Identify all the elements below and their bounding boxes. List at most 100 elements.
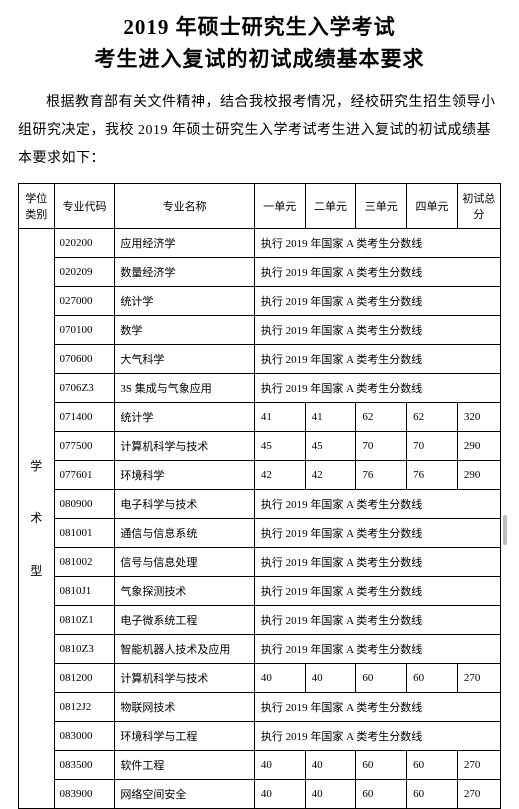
score-u3: 76 [356, 461, 407, 490]
major-name: 数量经济学 [115, 258, 255, 287]
table-row: 077601环境科学42427676290 [19, 461, 501, 490]
major-code: 0810Z1 [54, 606, 115, 635]
major-code: 0810J1 [54, 577, 115, 606]
score-u3: 70 [356, 432, 407, 461]
score-note: 执行 2019 年国家 A 类考生分数线 [254, 287, 500, 316]
header-unit2: 二单元 [305, 184, 356, 229]
major-code: 080900 [54, 490, 115, 519]
score-note: 执行 2019 年国家 A 类考生分数线 [254, 722, 500, 751]
table-row: 081200计算机科学与技术40406060270 [19, 664, 501, 693]
score-u1: 42 [254, 461, 305, 490]
major-code: 083900 [54, 780, 115, 809]
table-row: 学术型020200应用经济学执行 2019 年国家 A 类考生分数线 [19, 229, 501, 258]
score-u3: 60 [356, 664, 407, 693]
header-code: 专业代码 [54, 184, 115, 229]
title-line-2: 考生进入复试的初试成绩基本要求 [18, 44, 501, 76]
major-name: 通信与信息系统 [115, 519, 255, 548]
score-u3: 62 [356, 403, 407, 432]
table-row: 081001通信与信息系统执行 2019 年国家 A 类考生分数线 [19, 519, 501, 548]
table-row: 0810Z3智能机器人技术及应用执行 2019 年国家 A 类考生分数线 [19, 635, 501, 664]
score-note: 执行 2019 年国家 A 类考生分数线 [254, 606, 500, 635]
major-name: 网络空间安全 [115, 780, 255, 809]
header-total: 初试总分 [457, 184, 500, 229]
major-code: 083500 [54, 751, 115, 780]
major-name: 软件工程 [115, 751, 255, 780]
major-name: 统计学 [115, 287, 255, 316]
score-note: 执行 2019 年国家 A 类考生分数线 [254, 229, 500, 258]
table-body: 学术型020200应用经济学执行 2019 年国家 A 类考生分数线020209… [19, 229, 501, 809]
table-row: 083900网络空间安全40406060270 [19, 780, 501, 809]
header-unit4: 四单元 [407, 184, 458, 229]
major-name: 信号与信息处理 [115, 548, 255, 577]
major-name: 物联网技术 [115, 693, 255, 722]
score-u3: 60 [356, 780, 407, 809]
table-row: 083500软件工程40406060270 [19, 751, 501, 780]
score-note: 执行 2019 年国家 A 类考生分数线 [254, 258, 500, 287]
major-code: 077601 [54, 461, 115, 490]
score-u2: 41 [305, 403, 356, 432]
score-note: 执行 2019 年国家 A 类考生分数线 [254, 693, 500, 722]
category-cell: 学术型 [19, 229, 55, 809]
score-total: 270 [457, 780, 500, 809]
table-row: 080900电子科学与技术执行 2019 年国家 A 类考生分数线 [19, 490, 501, 519]
score-u1: 41 [254, 403, 305, 432]
score-u2: 40 [305, 751, 356, 780]
table-row: 0812J2物联网技术执行 2019 年国家 A 类考生分数线 [19, 693, 501, 722]
table-header-row: 学位类别 专业代码 专业名称 一单元 二单元 三单元 四单元 初试总分 [19, 184, 501, 229]
table-row: 077500计算机科学与技术45457070290 [19, 432, 501, 461]
score-note: 执行 2019 年国家 A 类考生分数线 [254, 577, 500, 606]
major-name: 应用经济学 [115, 229, 255, 258]
score-u4: 60 [407, 664, 458, 693]
major-name: 电子微系统工程 [115, 606, 255, 635]
score-note: 执行 2019 年国家 A 类考生分数线 [254, 635, 500, 664]
major-code: 070600 [54, 345, 115, 374]
score-total: 290 [457, 461, 500, 490]
major-name: 3S 集成与气象应用 [115, 374, 255, 403]
major-code: 081001 [54, 519, 115, 548]
score-u1: 40 [254, 780, 305, 809]
major-code: 081200 [54, 664, 115, 693]
major-code: 070100 [54, 316, 115, 345]
score-u4: 76 [407, 461, 458, 490]
major-name: 电子科学与技术 [115, 490, 255, 519]
header-name: 专业名称 [115, 184, 255, 229]
major-code: 0706Z3 [54, 374, 115, 403]
major-name: 气象探测技术 [115, 577, 255, 606]
score-total: 320 [457, 403, 500, 432]
score-u1: 45 [254, 432, 305, 461]
table-row: 027000统计学执行 2019 年国家 A 类考生分数线 [19, 287, 501, 316]
major-name: 大气科学 [115, 345, 255, 374]
score-u1: 40 [254, 751, 305, 780]
score-u4: 70 [407, 432, 458, 461]
major-name: 计算机科学与技术 [115, 664, 255, 693]
major-name: 数学 [115, 316, 255, 345]
major-name: 环境科学 [115, 461, 255, 490]
header-unit3: 三单元 [356, 184, 407, 229]
major-code: 071400 [54, 403, 115, 432]
major-name: 计算机科学与技术 [115, 432, 255, 461]
score-table-wrap: 学位类别 专业代码 专业名称 一单元 二单元 三单元 四单元 初试总分 学术型0… [18, 183, 501, 809]
table-row: 020209数量经济学执行 2019 年国家 A 类考生分数线 [19, 258, 501, 287]
table-row: 0810Z1电子微系统工程执行 2019 年国家 A 类考生分数线 [19, 606, 501, 635]
score-u2: 42 [305, 461, 356, 490]
page-title: 2019 年硕士研究生入学考试 考生进入复试的初试成绩基本要求 [18, 12, 501, 75]
major-code: 077500 [54, 432, 115, 461]
score-total: 290 [457, 432, 500, 461]
header-unit1: 一单元 [254, 184, 305, 229]
score-note: 执行 2019 年国家 A 类考生分数线 [254, 345, 500, 374]
score-note: 执行 2019 年国家 A 类考生分数线 [254, 548, 500, 577]
table-row: 081002信号与信息处理执行 2019 年国家 A 类考生分数线 [19, 548, 501, 577]
score-note: 执行 2019 年国家 A 类考生分数线 [254, 316, 500, 345]
major-code: 020209 [54, 258, 115, 287]
major-code: 0812J2 [54, 693, 115, 722]
major-name: 统计学 [115, 403, 255, 432]
table-row: 0810J1气象探测技术执行 2019 年国家 A 类考生分数线 [19, 577, 501, 606]
score-note: 执行 2019 年国家 A 类考生分数线 [254, 490, 500, 519]
table-row: 083000环境科学与工程执行 2019 年国家 A 类考生分数线 [19, 722, 501, 751]
major-code: 081002 [54, 548, 115, 577]
score-total: 270 [457, 664, 500, 693]
score-note: 执行 2019 年国家 A 类考生分数线 [254, 519, 500, 548]
major-name: 智能机器人技术及应用 [115, 635, 255, 664]
score-u2: 40 [305, 664, 356, 693]
header-category: 学位类别 [19, 184, 55, 229]
